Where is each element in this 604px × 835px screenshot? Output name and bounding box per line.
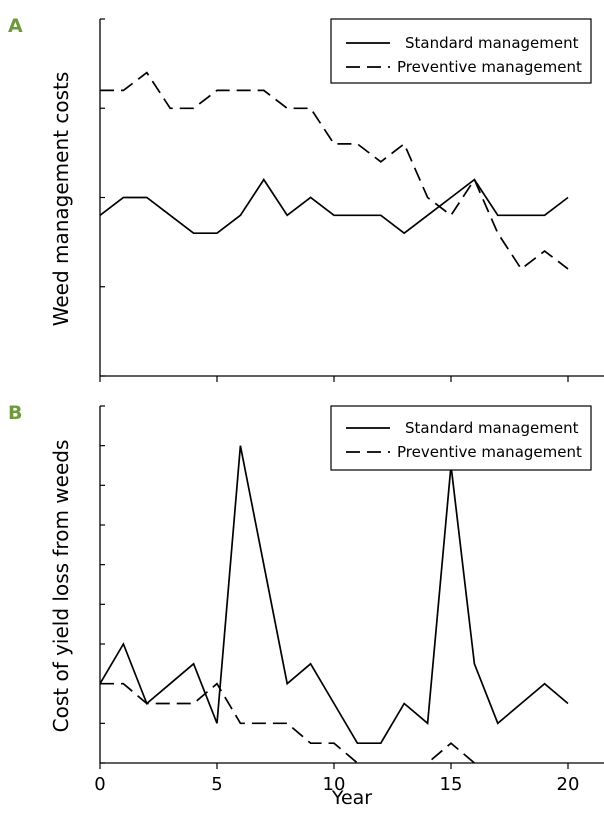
panel-b-legend: Standard management Preventive managemen… [330, 405, 592, 471]
panel-a-legend: Standard management Preventive managemen… [330, 18, 592, 84]
panel-b-standard-management-line [100, 445, 569, 745]
panel-a-y-ticks [100, 18, 105, 377]
x-tick-label: 15 [440, 774, 463, 795]
panel-b-x-tick-labels: 0 5 10 15 20 [94, 774, 579, 795]
x-tick-label: 10 [323, 774, 346, 795]
x-tick-label: 0 [94, 774, 105, 795]
panel-a-label: A [8, 15, 23, 37]
panel-b-y-ticks [100, 405, 105, 764]
panel-a-y-axis-label: Weed management costs [49, 72, 73, 327]
panel-a-legend-preventive-management: Preventive management [397, 58, 582, 76]
x-tick-label: 20 [557, 774, 580, 795]
panel-b-legend-box [330, 405, 592, 471]
panel-b-preventive-management-line [100, 682, 476, 763]
panel-b-legend-standard-management: Standard management [405, 419, 579, 437]
panel-b-x-ticks [99, 763, 569, 769]
panel-b-y-axis-label: Cost of yield loss from weeds [49, 440, 73, 733]
panel-b-label: B [8, 402, 22, 424]
panel-b-legend-preventive-management: Preventive management [397, 443, 582, 461]
panel-b-x-axis-label: Year [331, 787, 372, 809]
panel-a-preventive-management-line [100, 71, 569, 271]
panel-a-chart: A Weed management costs Standard managem… [8, 15, 604, 382]
x-tick-label: 5 [211, 774, 222, 795]
panel-b-chart: B Cost of yield loss from weeds 0 5 10 15 20… [8, 402, 604, 809]
panel-a-x-ticks [99, 376, 569, 382]
panel-a-legend-standard-management: Standard management [405, 34, 579, 52]
panel-a-legend-box [330, 18, 592, 84]
panel-a-standard-management-line [100, 178, 569, 235]
